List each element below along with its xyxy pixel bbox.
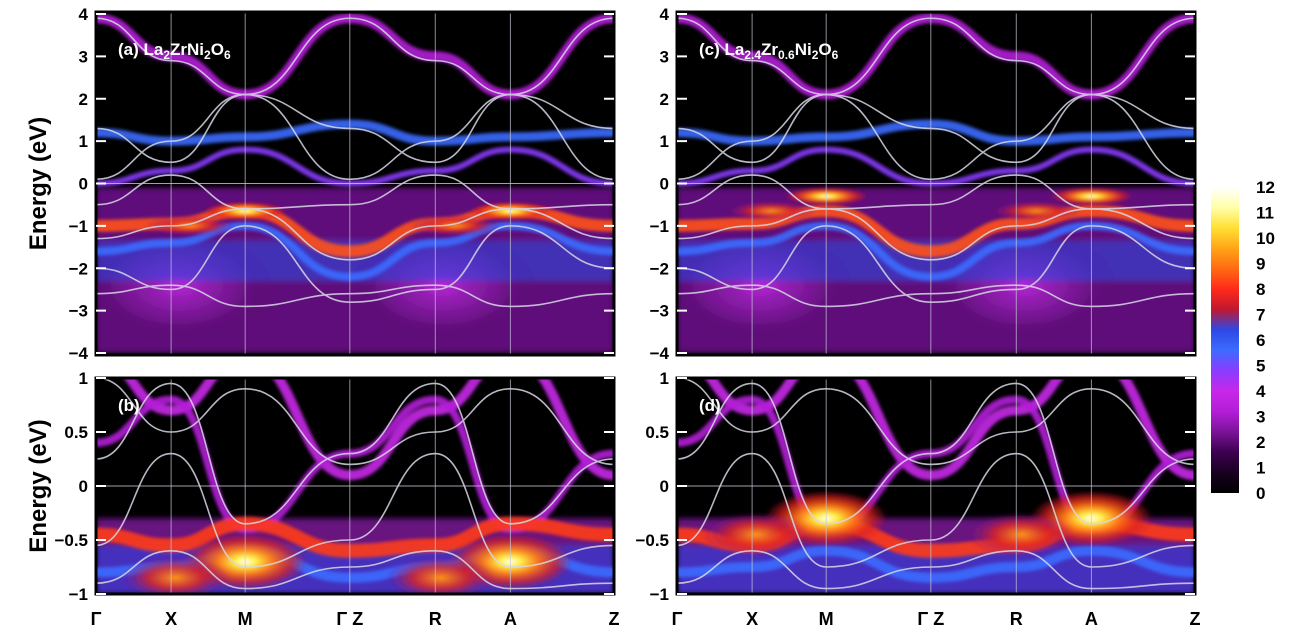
y-tick-label: 0 <box>660 477 669 496</box>
x-tick-label: X <box>746 609 758 629</box>
x-tick-label: R <box>1010 609 1023 629</box>
x-tick-label: R <box>429 609 442 629</box>
panel-b: 1 0.5 0 −0.5 −1 Energy (eV) (b) Γ X M Γ Z R A Z <box>25 369 620 629</box>
y-tick-label: −1 <box>69 585 88 604</box>
colorbar-tick-label: 7 <box>1256 306 1265 325</box>
x-tick-label: Z <box>609 609 620 629</box>
panel-a: 4 3 2 1 0 −1 −2 −3 −4 Energy (eV) (a) La2ZrNi2O6 <box>25 5 616 363</box>
y-tick-label: −3 <box>69 302 88 321</box>
x-tick-label: Γ Z <box>917 609 944 629</box>
x-tick-label: M <box>819 609 834 629</box>
y-axis-label: Energy (eV) <box>25 117 52 250</box>
intensity-shoulder <box>991 201 1082 222</box>
colorbar-tick-label: 2 <box>1256 433 1265 452</box>
colorbar-tick-label: 4 <box>1256 382 1266 401</box>
colorbar-tick-label: 0 <box>1256 484 1265 503</box>
colorbar-tick-label: 12 <box>1256 178 1275 197</box>
y-tick-label: 0.5 <box>64 423 88 442</box>
y-tick-label: −2 <box>69 259 88 278</box>
x-tick-label: Γ Z <box>336 609 363 629</box>
colorbar-tick-label: 5 <box>1256 357 1265 376</box>
panel-label: (a) La2ZrNi2O6 <box>118 40 231 62</box>
y-tick-label: −2 <box>650 259 669 278</box>
x-tick-label: M <box>238 609 253 629</box>
x-tick-label: A <box>1085 609 1098 629</box>
panel-label: (d) <box>699 396 721 415</box>
y-tick-label: −3 <box>650 302 669 321</box>
intensity-shoulder <box>410 215 501 236</box>
colorbar-tick-label: 1 <box>1256 459 1265 478</box>
y-tick-label: 1 <box>660 369 669 388</box>
y-tick-label: 1 <box>79 132 88 151</box>
y-tick-label: 3 <box>79 47 88 66</box>
panel-b-spectral-map <box>96 378 614 594</box>
colorbar-tick-label: 11 <box>1256 204 1274 223</box>
intensity-shoulder <box>966 512 1077 557</box>
x-tick-label: Γ <box>672 609 683 629</box>
panel-label: (c) La2.4Zr0.6Ni2O6 <box>699 40 839 62</box>
y-tick-label: 2 <box>79 90 88 109</box>
intensity-shoulder <box>145 215 236 236</box>
y-tick-label: −0.5 <box>635 531 669 550</box>
y-tick-label: 4 <box>660 5 670 24</box>
y-tick-label: −4 <box>69 344 89 363</box>
y-tick-label: 2 <box>660 90 669 109</box>
y-tick-label: 0 <box>660 175 669 194</box>
y-tick-label: 0 <box>79 175 88 194</box>
x-tick-label: A <box>504 609 517 629</box>
colorbar-tick-label: 6 <box>1256 331 1265 350</box>
y-tick-label: 3 <box>660 47 669 66</box>
panel-d-spectral-map <box>677 378 1195 594</box>
x-tick-label: Γ <box>91 609 102 629</box>
panel-label: (b) <box>118 396 140 415</box>
x-tick-label: X <box>165 609 177 629</box>
panel-d: 1 0.5 0 −0.5 −1 (d) Γ X M Γ Z R A Z <box>635 369 1201 629</box>
colorbar-gradient <box>1211 187 1239 493</box>
y-tick-label: 4 <box>79 5 89 24</box>
panel-a-spectral-map <box>96 12 614 355</box>
y-tick-label: 0.5 <box>645 423 669 442</box>
panel-c: 4 3 2 1 0 −1 −2 −3 −4 (c) La2.4Zr0.6Ni2O6 <box>650 5 1197 363</box>
y-tick-label: −1 <box>69 217 88 236</box>
colorbar-tick-label: 3 <box>1256 408 1265 427</box>
colorbar-tick-label: 10 <box>1256 229 1275 248</box>
y-axis-label: Energy (eV) <box>25 419 52 552</box>
y-tick-label: −0.5 <box>54 531 88 550</box>
hot-spots <box>701 490 1154 557</box>
y-tick-label: −1 <box>650 217 669 236</box>
panel-c-spectral-map <box>677 12 1195 355</box>
intensity-shoulder <box>726 201 817 222</box>
intensity-shoulder <box>701 512 812 557</box>
y-tick-label: 1 <box>79 369 88 388</box>
colorbar-tick-label: 9 <box>1256 255 1265 274</box>
y-tick-label: 0 <box>79 477 88 496</box>
colorbar-tick-label: 8 <box>1256 280 1265 299</box>
x-tick-label: Z <box>1190 609 1201 629</box>
hot-spots <box>726 187 1134 222</box>
y-tick-label: −1 <box>650 585 669 604</box>
y-tick-label: −4 <box>650 344 670 363</box>
y-tick-label: 1 <box>660 132 669 151</box>
